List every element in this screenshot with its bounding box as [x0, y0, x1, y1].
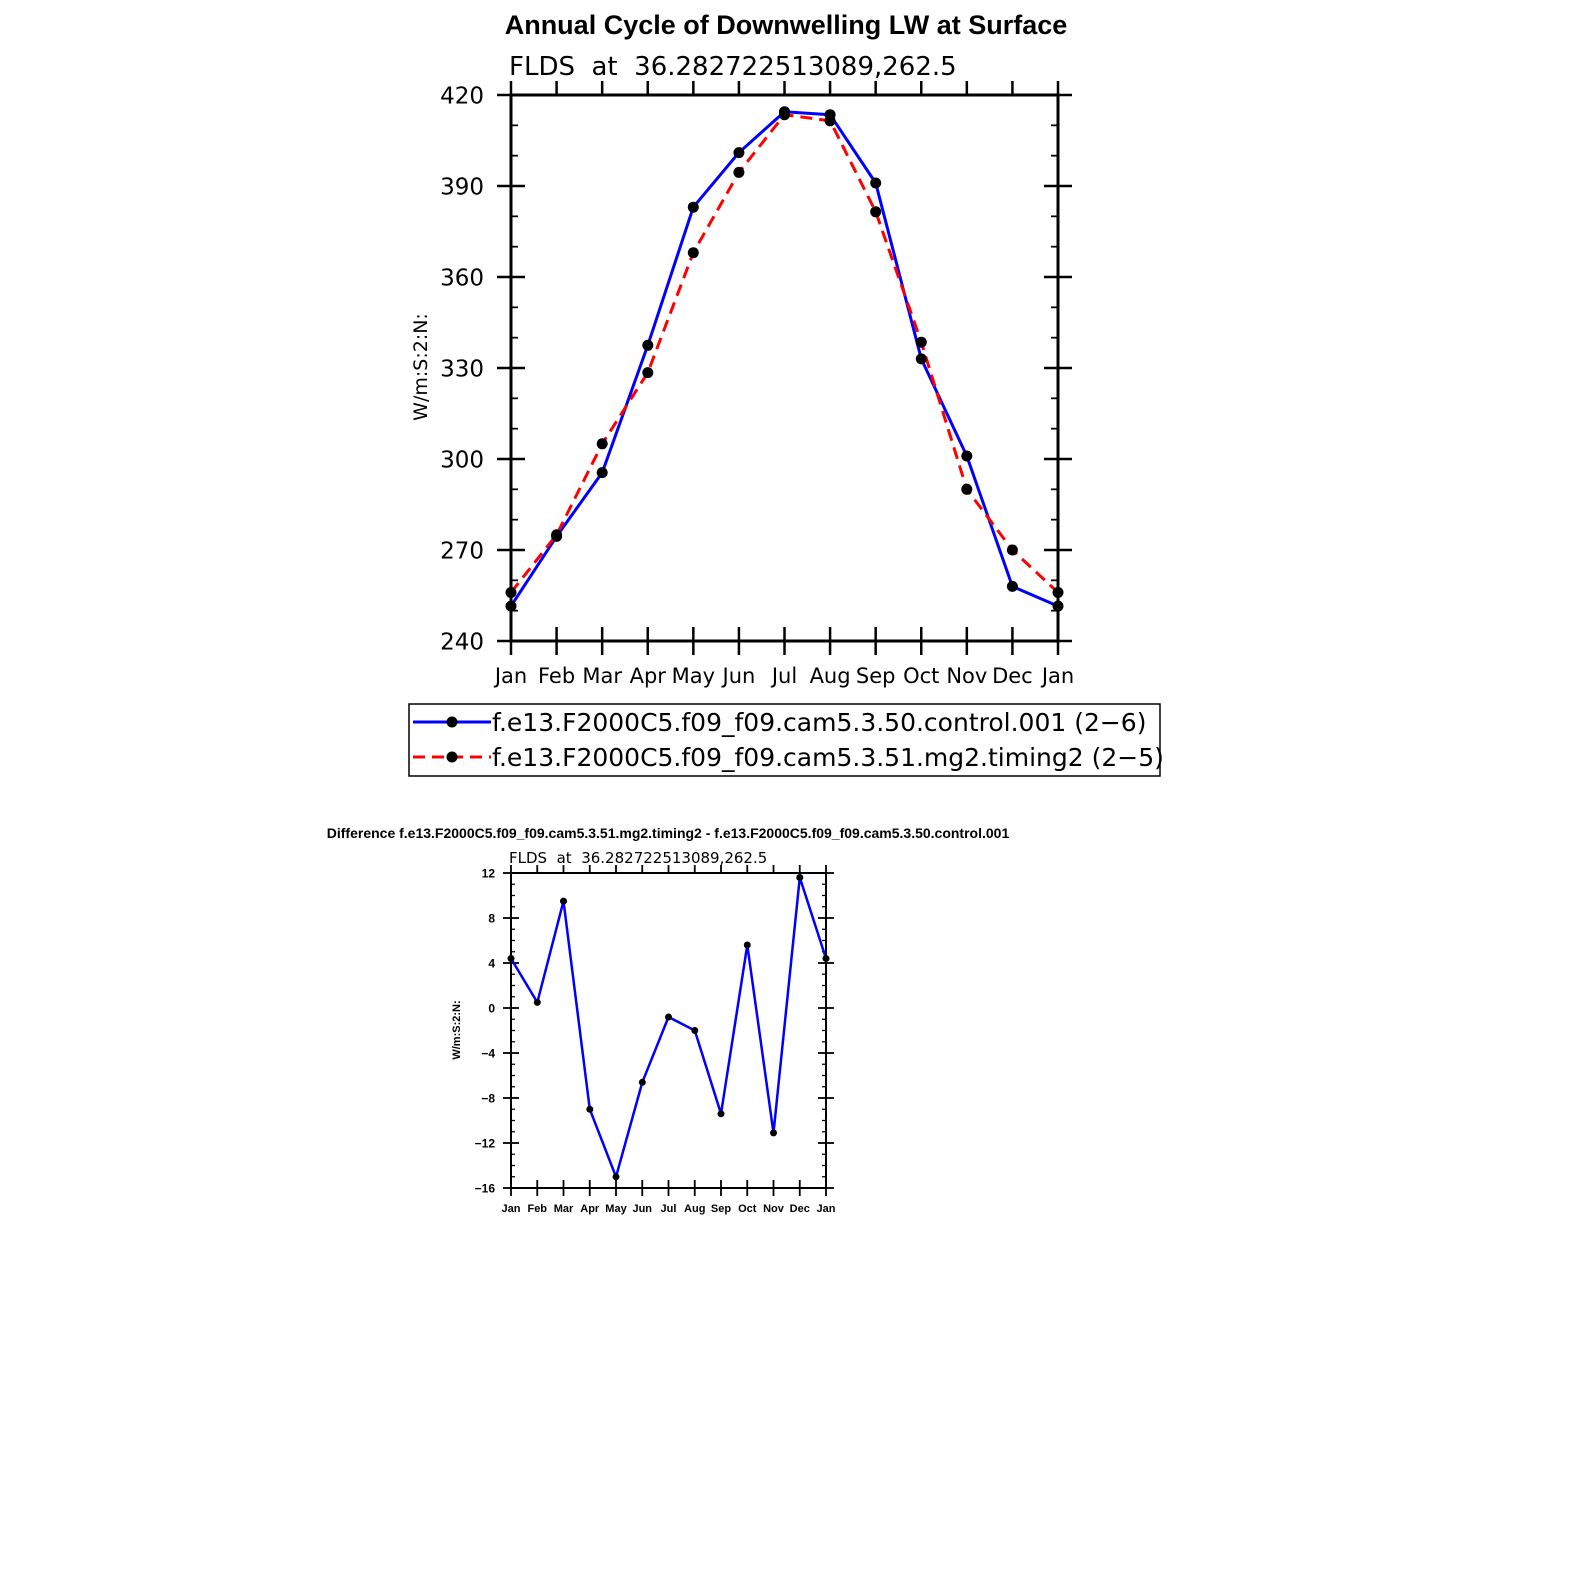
x-tick-label: Mar [582, 664, 622, 688]
top-axis-ticks: 240 270 300 330 360 390 420 Jan Feb Mar Apr May Jun J… [440, 81, 1074, 688]
x-tick-label: Aug [684, 1203, 705, 1215]
x-tick-label: Jan [1040, 664, 1074, 688]
plot-frame [509, 93, 1060, 643]
data-point-1 [961, 483, 973, 495]
bottom-series-group [507, 874, 830, 1181]
data-point-0 [533, 998, 541, 1006]
difference-chart: Difference f.e13.F2000C5.f09_f09.cam5.3.… [327, 825, 1010, 1215]
data-point-1 [687, 247, 699, 259]
y-axis-label: W/m:S:2:N: [410, 313, 432, 421]
data-point-0 [560, 897, 567, 905]
chart-title: Annual Cycle of Downwelling LW at Surfac… [505, 10, 1068, 40]
x-tick-label: Dec [992, 664, 1033, 688]
data-point-1 [596, 438, 608, 450]
top-series-group [505, 106, 1064, 612]
difference-plot-frame [510, 872, 827, 1189]
legend: f.e13.F2000C5.f09_f09.cam5.3.50.control.… [408, 703, 1164, 777]
data-point-1 [1006, 544, 1018, 556]
series-line-1 [509, 113, 1060, 594]
series-line-0 [509, 110, 1059, 608]
data-point-1 [824, 115, 836, 127]
bottom-axis-ticks: −16 −12 −8 −4 0 4 8 12 Jan Feb Mar Apr May Jun Jul Aug S… [475, 865, 836, 1215]
legend-label-mg2: f.e13.F2000C5.f09_f09.cam5.3.51.mg2.timi… [492, 743, 1164, 772]
data-point-0 [961, 450, 973, 462]
legend-box [408, 703, 1161, 777]
x-tick-label: Nov [763, 1203, 785, 1215]
chart-subtitle: FLDS at 36.282722513089,262.5 [509, 52, 957, 82]
y-tick-label: 0 [488, 1001, 495, 1015]
x-tick-label: Jan [493, 664, 527, 688]
x-tick-label: Mar [554, 1203, 574, 1215]
y-tick-label: 420 [440, 83, 484, 109]
y-tick-label: 4 [488, 956, 495, 970]
y-tick-label: 300 [440, 447, 484, 473]
data-point-1 [733, 166, 745, 178]
data-point-0 [717, 1110, 725, 1118]
x-tick-label: Sep [856, 664, 896, 688]
data-point-0 [796, 874, 804, 881]
legend-marker-mg2 [446, 751, 458, 763]
x-tick-label: Feb [538, 664, 575, 688]
data-point-0 [691, 1027, 699, 1034]
y-tick-label: 390 [440, 174, 484, 200]
x-tick-label: Oct [903, 664, 939, 688]
data-point-0 [687, 201, 699, 213]
x-tick-label: Feb [527, 1203, 547, 1215]
annual-cycle-chart: Annual Cycle of Downwelling LW at Surfac… [408, 10, 1164, 777]
y-tick-label: −8 [481, 1091, 495, 1105]
difference-title: Difference f.e13.F2000C5.f09_f09.cam5.3.… [327, 825, 1010, 841]
y-tick-label: −12 [475, 1136, 496, 1150]
x-tick-label: May [672, 664, 715, 688]
y-tick-label: 12 [482, 866, 496, 880]
x-tick-label: Dec [790, 1203, 810, 1215]
y-tick-label: 270 [440, 538, 484, 564]
data-point-0 [586, 1105, 594, 1113]
x-tick-label: Jun [721, 664, 756, 688]
data-point-1 [915, 336, 927, 348]
data-point-1 [642, 367, 654, 379]
legend-label-control: f.e13.F2000C5.f09_f09.cam5.3.50.control.… [492, 708, 1146, 737]
data-point-1 [779, 109, 790, 121]
series-line-0 [509, 876, 828, 1179]
data-point-0 [733, 147, 745, 159]
data-point-0 [612, 1173, 620, 1181]
y-tick-label: 330 [440, 356, 484, 382]
data-point-0 [638, 1078, 646, 1086]
data-point-0 [665, 1013, 672, 1021]
y-tick-label: 240 [440, 629, 484, 655]
y-tick-label: 360 [440, 265, 484, 291]
y-tick-label: −4 [481, 1046, 495, 1060]
x-tick-label: Aug [810, 664, 851, 688]
y-tick-label: 8 [488, 911, 495, 925]
x-tick-label: Jan [502, 1203, 521, 1215]
x-tick-label: May [605, 1203, 627, 1215]
y-tick-label: −16 [475, 1181, 496, 1195]
x-tick-label: Apr [630, 664, 667, 688]
x-tick-label: Sep [711, 1203, 731, 1215]
x-tick-label: Jul [661, 1203, 677, 1215]
data-point-1 [551, 529, 563, 541]
data-point-0 [770, 1129, 777, 1137]
data-point-0 [743, 941, 751, 949]
x-tick-label: Jul [770, 664, 797, 688]
x-tick-label: Jun [632, 1203, 652, 1215]
difference-subtitle: FLDS at 36.282722513089,262.5 [509, 849, 767, 867]
data-point-0 [642, 339, 654, 351]
data-point-0 [870, 177, 882, 189]
legend-marker-control [446, 716, 458, 728]
difference-y-axis-label: W/m:S:2:N: [451, 1000, 463, 1059]
x-tick-label: Jan [817, 1203, 836, 1215]
data-point-1 [870, 206, 882, 218]
data-point-0 [915, 353, 927, 365]
x-tick-label: Nov [946, 664, 987, 688]
x-tick-label: Oct [738, 1203, 757, 1215]
data-point-0 [596, 467, 608, 479]
x-tick-label: Apr [580, 1203, 600, 1215]
data-point-0 [1006, 580, 1018, 592]
